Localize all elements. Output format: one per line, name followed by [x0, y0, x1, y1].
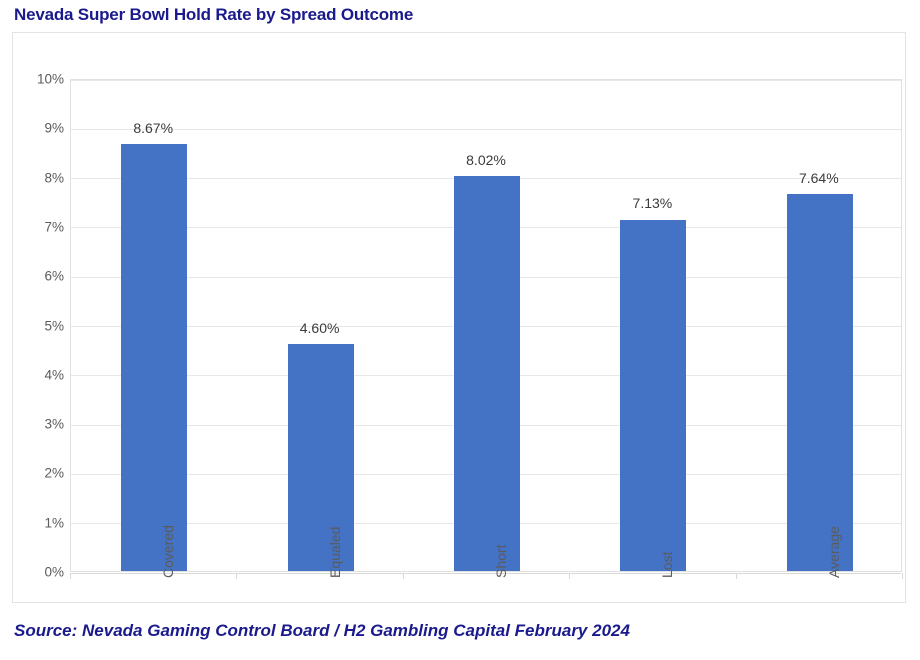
x-axis-tick-label: Lost	[659, 551, 676, 578]
bar[interactable]	[454, 175, 520, 571]
gridline	[71, 128, 901, 130]
x-axis-tick	[402, 573, 404, 579]
gridline	[71, 572, 901, 574]
y-axis-tick-label: 0%	[44, 564, 64, 580]
y-axis: 0% 1% 2% 3% 4% 5% 6% 7% 8% 9% 10%	[13, 72, 64, 580]
page-title: Nevada Super Bowl Hold Rate by Spread Ou…	[14, 5, 414, 24]
bar-value-label: 8.02%	[466, 151, 506, 168]
x-axis-tick	[70, 573, 71, 579]
x-axis-tick	[902, 573, 903, 579]
plot-area	[70, 79, 902, 574]
y-axis-tick-label: 7%	[44, 219, 64, 235]
x-axis-tick-label: Covered	[160, 525, 177, 578]
y-axis-tick-label: 5%	[44, 318, 64, 333]
y-axis-tick-label: 4%	[44, 367, 64, 383]
x-axis-tick-label: Short	[493, 544, 509, 578]
x-axis-tick	[236, 573, 238, 579]
bar[interactable]	[620, 219, 687, 571]
bar-value-label: 7.13%	[632, 195, 673, 212]
x-axis-tick-label: Average	[825, 526, 842, 578]
y-axis-tick-label: 9%	[44, 120, 64, 136]
chart-frame: 0% 1% 2% 3% 4% 5% 6% 7% 8% 9% 10% 8.67% Covered 4.60…	[12, 32, 906, 603]
x-axis-tick-label: Equaled	[326, 526, 343, 578]
y-axis-tick-label: 2%	[44, 465, 64, 481]
x-axis-tick	[735, 573, 737, 579]
y-axis-tick-label: 8%	[44, 170, 64, 186]
y-axis-tick-label: 3%	[44, 416, 64, 432]
bar-value-label: 7.64%	[798, 170, 839, 187]
source-note: Source: Nevada Gaming Control Board / H2…	[14, 621, 630, 640]
bar-value-label: 4.60%	[299, 320, 340, 337]
bar[interactable]	[786, 194, 853, 571]
y-axis-tick-label: 6%	[44, 268, 64, 284]
y-axis-tick-label: 10%	[36, 71, 64, 87]
gridline	[71, 79, 901, 81]
bar[interactable]	[287, 344, 354, 571]
x-axis-tick	[569, 573, 571, 579]
bar-value-label: 8.67%	[133, 119, 174, 136]
bar[interactable]	[121, 143, 188, 571]
y-axis-tick-label: 1%	[44, 515, 64, 531]
